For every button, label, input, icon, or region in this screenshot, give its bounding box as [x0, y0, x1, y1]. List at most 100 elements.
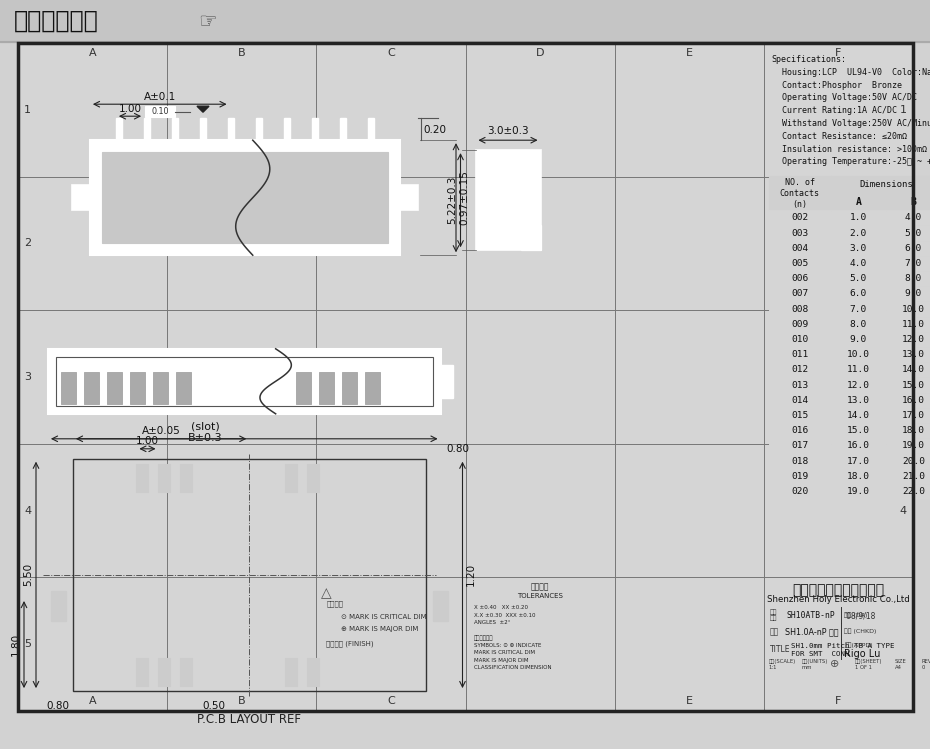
- Text: 9.0: 9.0: [850, 335, 867, 344]
- Text: (slot): (slot): [191, 422, 219, 432]
- Bar: [886, 392, 930, 407]
- Text: 工程
图号: 工程 图号: [770, 610, 777, 622]
- Text: B: B: [910, 197, 916, 207]
- Bar: [107, 372, 122, 389]
- Text: ANGLES  ±2°: ANGLES ±2°: [473, 620, 510, 625]
- Bar: [84, 386, 99, 404]
- Bar: [830, 256, 886, 271]
- Text: 比例(SCALE)
1:1: 比例(SCALE) 1:1: [769, 659, 796, 670]
- Text: 5: 5: [900, 639, 907, 649]
- Text: 007: 007: [791, 289, 808, 298]
- Bar: [886, 286, 930, 301]
- Bar: [767, 580, 910, 607]
- Bar: [769, 301, 830, 317]
- Text: 12.0: 12.0: [847, 380, 870, 389]
- Text: MARK IS MAJOR DIM: MARK IS MAJOR DIM: [473, 658, 528, 663]
- Bar: [886, 256, 930, 271]
- Text: 15.0: 15.0: [902, 380, 924, 389]
- Text: 4: 4: [24, 506, 31, 515]
- Text: 4.0: 4.0: [850, 259, 867, 268]
- Text: 016: 016: [791, 426, 808, 435]
- Text: 审核 (CHKD): 审核 (CHKD): [844, 628, 877, 634]
- Bar: [769, 347, 830, 363]
- Text: 10.0: 10.0: [902, 305, 924, 314]
- Text: 2: 2: [900, 238, 907, 249]
- Bar: [886, 347, 930, 363]
- Text: Dimensions: Dimensions: [859, 181, 912, 189]
- Text: 0.97±0.15: 0.97±0.15: [459, 170, 469, 225]
- Bar: [319, 386, 335, 404]
- Bar: [312, 118, 318, 140]
- Text: 3: 3: [24, 372, 31, 382]
- Text: Current Rating:1A AC/DC: Current Rating:1A AC/DC: [772, 106, 897, 115]
- Bar: [769, 423, 830, 438]
- Bar: [830, 240, 886, 256]
- Text: 19.0: 19.0: [902, 441, 924, 450]
- Text: 9.0: 9.0: [905, 289, 922, 298]
- Text: 018: 018: [791, 456, 808, 465]
- Bar: [886, 301, 930, 317]
- Bar: [830, 210, 886, 225]
- Text: 20.0: 20.0: [902, 456, 924, 465]
- Text: 11.0: 11.0: [902, 320, 924, 329]
- Text: X ±0.40   XX ±0.20: X ±0.40 XX ±0.20: [473, 605, 527, 610]
- Bar: [158, 464, 170, 492]
- Text: 002: 002: [791, 213, 808, 222]
- Text: 19.0: 19.0: [847, 487, 870, 496]
- Text: 6.0: 6.0: [850, 289, 867, 298]
- Bar: [886, 453, 930, 469]
- Bar: [886, 469, 930, 484]
- Text: SH1.0A-nP 居贴: SH1.0A-nP 居贴: [785, 627, 838, 636]
- Bar: [153, 372, 168, 389]
- Bar: [769, 407, 830, 423]
- Bar: [886, 407, 930, 423]
- Bar: [116, 118, 122, 140]
- Bar: [769, 453, 830, 469]
- Bar: [180, 464, 193, 492]
- Text: 一般公差: 一般公差: [531, 583, 550, 592]
- Bar: [886, 240, 930, 256]
- Text: A: A: [856, 197, 861, 207]
- Bar: [144, 118, 150, 140]
- Bar: [130, 386, 145, 404]
- Bar: [830, 176, 930, 193]
- Bar: [200, 118, 206, 140]
- Bar: [432, 592, 447, 622]
- Text: D: D: [536, 48, 544, 58]
- Bar: [769, 377, 830, 392]
- Text: 019: 019: [791, 472, 808, 481]
- Text: '08/9/18: '08/9/18: [844, 611, 876, 620]
- Bar: [365, 386, 380, 404]
- Polygon shape: [197, 106, 209, 112]
- Bar: [48, 349, 441, 413]
- Text: 017: 017: [791, 441, 808, 450]
- Bar: [886, 438, 930, 453]
- Text: ⊕ MARK IS MAJOR DIM: ⊕ MARK IS MAJOR DIM: [341, 626, 418, 632]
- Text: C: C: [387, 48, 395, 58]
- Text: 17.0: 17.0: [902, 411, 924, 420]
- Text: 1.00: 1.00: [118, 104, 141, 114]
- Bar: [73, 459, 426, 691]
- Bar: [441, 365, 453, 398]
- Bar: [769, 469, 830, 484]
- Text: 005: 005: [791, 259, 808, 268]
- Bar: [886, 317, 930, 332]
- Text: 13.0: 13.0: [847, 395, 870, 404]
- Bar: [769, 332, 830, 347]
- Text: 4: 4: [900, 506, 907, 515]
- Bar: [153, 386, 168, 404]
- Bar: [107, 386, 122, 404]
- Bar: [297, 386, 312, 404]
- Text: MARK IS CRITICAL DIM: MARK IS CRITICAL DIM: [473, 650, 535, 655]
- Text: 020: 020: [791, 487, 808, 496]
- Bar: [90, 140, 400, 255]
- Bar: [830, 484, 886, 499]
- Text: 7.0: 7.0: [850, 305, 867, 314]
- Bar: [137, 464, 149, 492]
- Text: 013: 013: [791, 380, 808, 389]
- Text: 6.0: 6.0: [905, 243, 922, 252]
- Text: 16.0: 16.0: [902, 395, 924, 404]
- Text: 003: 003: [791, 228, 808, 237]
- Bar: [769, 240, 830, 256]
- Text: F: F: [835, 696, 842, 706]
